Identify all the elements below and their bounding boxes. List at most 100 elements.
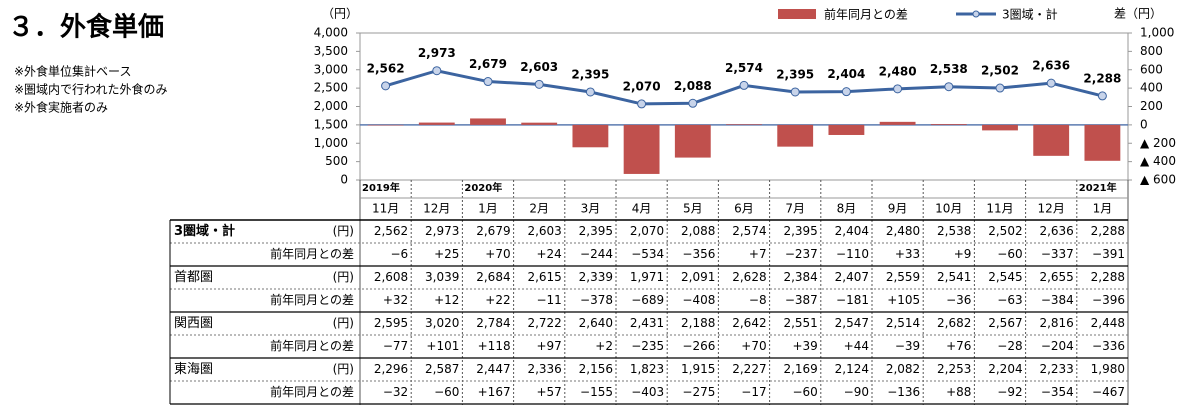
- cell: +32: [383, 293, 408, 307]
- cell: −689: [631, 293, 664, 307]
- legend-label: 3圏域・計: [1002, 7, 1058, 22]
- y-tick-label: 3,500: [314, 44, 348, 58]
- y-tick-label: 500: [325, 154, 348, 168]
- cell: 2,227: [732, 362, 766, 376]
- y2-tick-label: 600: [1140, 62, 1163, 76]
- bar: [930, 124, 967, 125]
- cell: 2,448: [1091, 316, 1125, 330]
- cell: 2,336: [527, 362, 561, 376]
- marker: [585, 87, 595, 97]
- cell: 2,288: [1091, 224, 1125, 238]
- cell: −403: [631, 385, 664, 399]
- marker: [381, 81, 391, 91]
- cell: +7: [749, 247, 767, 261]
- y2-tick-label: 200: [1140, 99, 1163, 113]
- y-tick-label: 1,000: [314, 136, 348, 150]
- x-tick-label: 8月: [837, 202, 857, 216]
- cell: 2,784: [476, 316, 510, 330]
- row-name: 3圏域・計: [174, 223, 235, 239]
- cell: +105: [887, 293, 920, 307]
- cell: +24: [536, 247, 561, 261]
- cell: 2,395: [579, 224, 613, 238]
- x-tick-label: 1月: [1093, 202, 1113, 216]
- data-label: 2,395: [571, 67, 609, 81]
- cell: 2,447: [476, 362, 510, 376]
- cell: 2,253: [937, 362, 971, 376]
- x-tick-label: 12月: [423, 202, 450, 216]
- legend-label: 前年同月との差: [824, 7, 908, 22]
- cell: 1,823: [630, 362, 664, 376]
- cell: +22: [485, 293, 510, 307]
- cell: +12: [434, 293, 459, 307]
- cell: 2,816: [1039, 316, 1073, 330]
- cell: −39: [895, 339, 920, 353]
- bar: [777, 124, 814, 147]
- cell: 2,204: [988, 362, 1022, 376]
- bar: [982, 124, 1018, 131]
- cell: 2,088: [681, 224, 715, 238]
- cell: 2,538: [937, 224, 971, 238]
- cell: +33: [895, 247, 920, 261]
- cell: 2,514: [886, 316, 920, 330]
- cell: −28: [997, 339, 1022, 353]
- cell: −204: [1041, 339, 1074, 353]
- y2-tick-label: ▲ 400: [1140, 154, 1176, 168]
- marker: [534, 79, 544, 89]
- cell: 2,156: [579, 362, 613, 376]
- data-label: 2,404: [827, 67, 865, 81]
- cell: 2,407: [835, 270, 869, 284]
- cell: −60: [792, 385, 817, 399]
- cell: 2,545: [988, 270, 1022, 284]
- data-label: 2,088: [674, 79, 712, 93]
- cell: 2,642: [732, 316, 766, 330]
- cell: 1,980: [1091, 362, 1125, 376]
- cell: 2,679: [476, 224, 510, 238]
- row-name: 首都圏: [174, 270, 213, 285]
- cell: 2,169: [783, 362, 817, 376]
- cell: −387: [785, 293, 818, 307]
- marker: [944, 82, 954, 92]
- cell: 2,551: [783, 316, 817, 330]
- y2-tick-label: 400: [1140, 81, 1163, 95]
- cell: 1,915: [681, 362, 715, 376]
- cell: 2,603: [527, 224, 561, 238]
- cell: −356: [682, 247, 715, 261]
- cell: 2,395: [783, 224, 817, 238]
- cell: 2,615: [527, 270, 561, 284]
- cell: +70: [485, 247, 510, 261]
- row-unit: (円): [333, 224, 354, 238]
- y-tick-label: 1,500: [314, 117, 348, 131]
- marker: [790, 87, 800, 97]
- cell: −354: [1041, 385, 1074, 399]
- diff-label: 前年同月との差: [270, 384, 354, 399]
- bar: [828, 124, 865, 135]
- bar: [623, 124, 660, 174]
- cell: 2,288: [1091, 270, 1125, 284]
- bar: [879, 121, 916, 125]
- marker: [841, 87, 851, 97]
- cell: −391: [1092, 247, 1125, 261]
- x-tick-label: 4月: [632, 202, 652, 216]
- cell: 2,640: [579, 316, 613, 330]
- data-label: 2,574: [725, 61, 763, 75]
- cell: 2,655: [1039, 270, 1073, 284]
- cell: −275: [682, 385, 715, 399]
- cell: −136: [887, 385, 920, 399]
- cell: 2,973: [425, 224, 459, 238]
- cell: 2,722: [527, 316, 561, 330]
- cell: −63: [997, 293, 1022, 307]
- cell: +9: [954, 247, 972, 261]
- y-tick-label: 2,500: [314, 81, 348, 95]
- marker: [483, 77, 493, 87]
- cell: 2,296: [374, 362, 408, 376]
- note: ※圏域内で行われた外食のみ: [14, 82, 167, 97]
- cell: 2,339: [579, 270, 613, 284]
- cell: −155: [580, 385, 613, 399]
- cell: 2,480: [886, 224, 920, 238]
- cell: 1,971: [630, 270, 664, 284]
- y-tick-label: 4,000: [314, 26, 348, 40]
- x-tick-label: 12月: [1038, 202, 1065, 216]
- cell: 2,682: [937, 316, 971, 330]
- cell: 2,684: [476, 270, 510, 284]
- cell: −384: [1041, 293, 1074, 307]
